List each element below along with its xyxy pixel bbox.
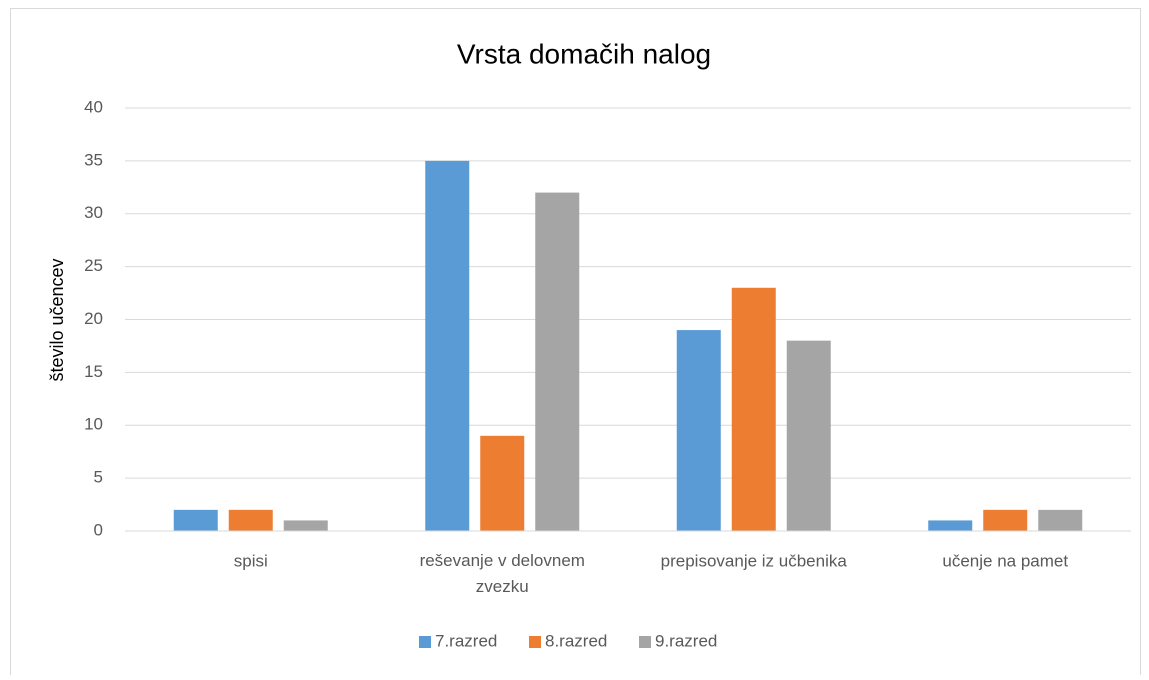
y-tick-label: 30	[84, 203, 103, 222]
y-tick-label: 5	[94, 468, 103, 487]
bar	[228, 509, 273, 531]
y-tick-label: 40	[84, 97, 103, 116]
y-tick-label: 15	[84, 362, 103, 381]
bar	[283, 520, 328, 531]
bar	[1038, 509, 1083, 531]
bar	[425, 160, 470, 531]
y-tick-label: 25	[84, 256, 103, 275]
legend-swatch	[419, 636, 431, 648]
x-tick-label: reševanje v delovnem zvezku	[420, 551, 585, 596]
y-tick-label: 20	[84, 309, 103, 328]
x-tick-label: učenje na pamet	[942, 551, 1068, 570]
legend-label: 9.razred	[655, 631, 717, 650]
bar	[535, 192, 580, 531]
bar	[480, 435, 525, 531]
x-tick-label: prepisovanje iz učbenika	[661, 551, 848, 570]
y-axis-label: število učencev	[47, 258, 67, 381]
bar	[173, 509, 218, 531]
legend-swatch	[639, 636, 651, 648]
bar	[731, 287, 776, 531]
legend-label: 8.razred	[545, 631, 607, 650]
legend-label: 7.razred	[435, 631, 497, 650]
bar	[983, 509, 1028, 531]
bar	[928, 520, 973, 531]
legend-swatch	[529, 636, 541, 648]
bar	[676, 330, 721, 531]
y-tick-label: 35	[84, 150, 103, 169]
bar	[786, 340, 831, 531]
y-tick-label: 0	[94, 520, 103, 539]
x-tick-label: spisi	[234, 551, 268, 570]
chart-title: Vrsta domačih nalog	[457, 38, 711, 69]
y-tick-label: 10	[84, 415, 103, 434]
